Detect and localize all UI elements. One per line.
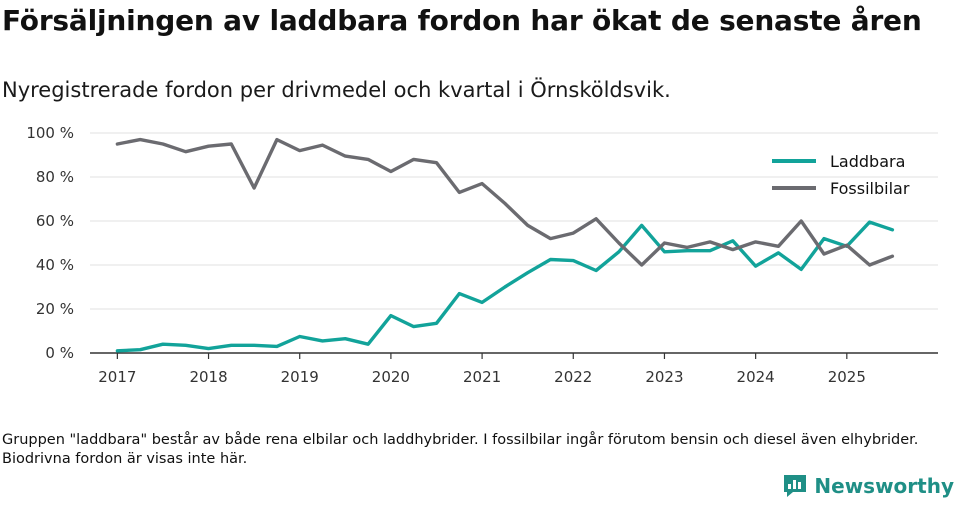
- x-tick-label: 2020: [372, 368, 410, 386]
- newsworthy-logo: Newsworthy: [782, 473, 954, 499]
- y-tick-label: 60 %: [36, 212, 74, 230]
- y-tick-label: 80 %: [36, 168, 74, 186]
- fossilbilar-line: [115, 137, 895, 267]
- legend-label-fossilbilar: Fossilbilar: [830, 179, 910, 198]
- x-tick-label: 2022: [554, 368, 592, 386]
- y-tick-label: 40 %: [36, 256, 74, 274]
- y-tick-label: 100 %: [26, 124, 74, 142]
- y-tick-label: 0 %: [45, 344, 74, 362]
- newsworthy-logo-icon: [784, 475, 807, 497]
- legend-label-laddbara: Laddbara: [830, 152, 905, 171]
- x-tick-label: 2017: [98, 368, 136, 386]
- footnote: Gruppen "laddbara" består av både rena e…: [2, 432, 919, 467]
- x-tick-label: 2018: [189, 368, 227, 386]
- laddbara-line: [115, 220, 895, 353]
- x-tick-label: 2024: [737, 368, 775, 386]
- x-tick-label: 2019: [281, 368, 319, 386]
- chart-subtitle: Nyregistrerade fordon per drivmedel och …: [2, 78, 671, 102]
- x-tick-label: 2021: [463, 368, 501, 386]
- x-tick-label: 2025: [828, 368, 866, 386]
- y-tick-label: 20 %: [36, 300, 74, 318]
- newsworthy-logo-text: Newsworthy: [814, 474, 954, 498]
- chart-title: Försäljningen av laddbara fordon har öka…: [2, 4, 922, 37]
- line-chart: 0 % 20 % 40 % 60 % 80 % 100 % 2017 2018 2019 2020…: [26, 124, 938, 386]
- x-tick-label: 2023: [645, 368, 683, 386]
